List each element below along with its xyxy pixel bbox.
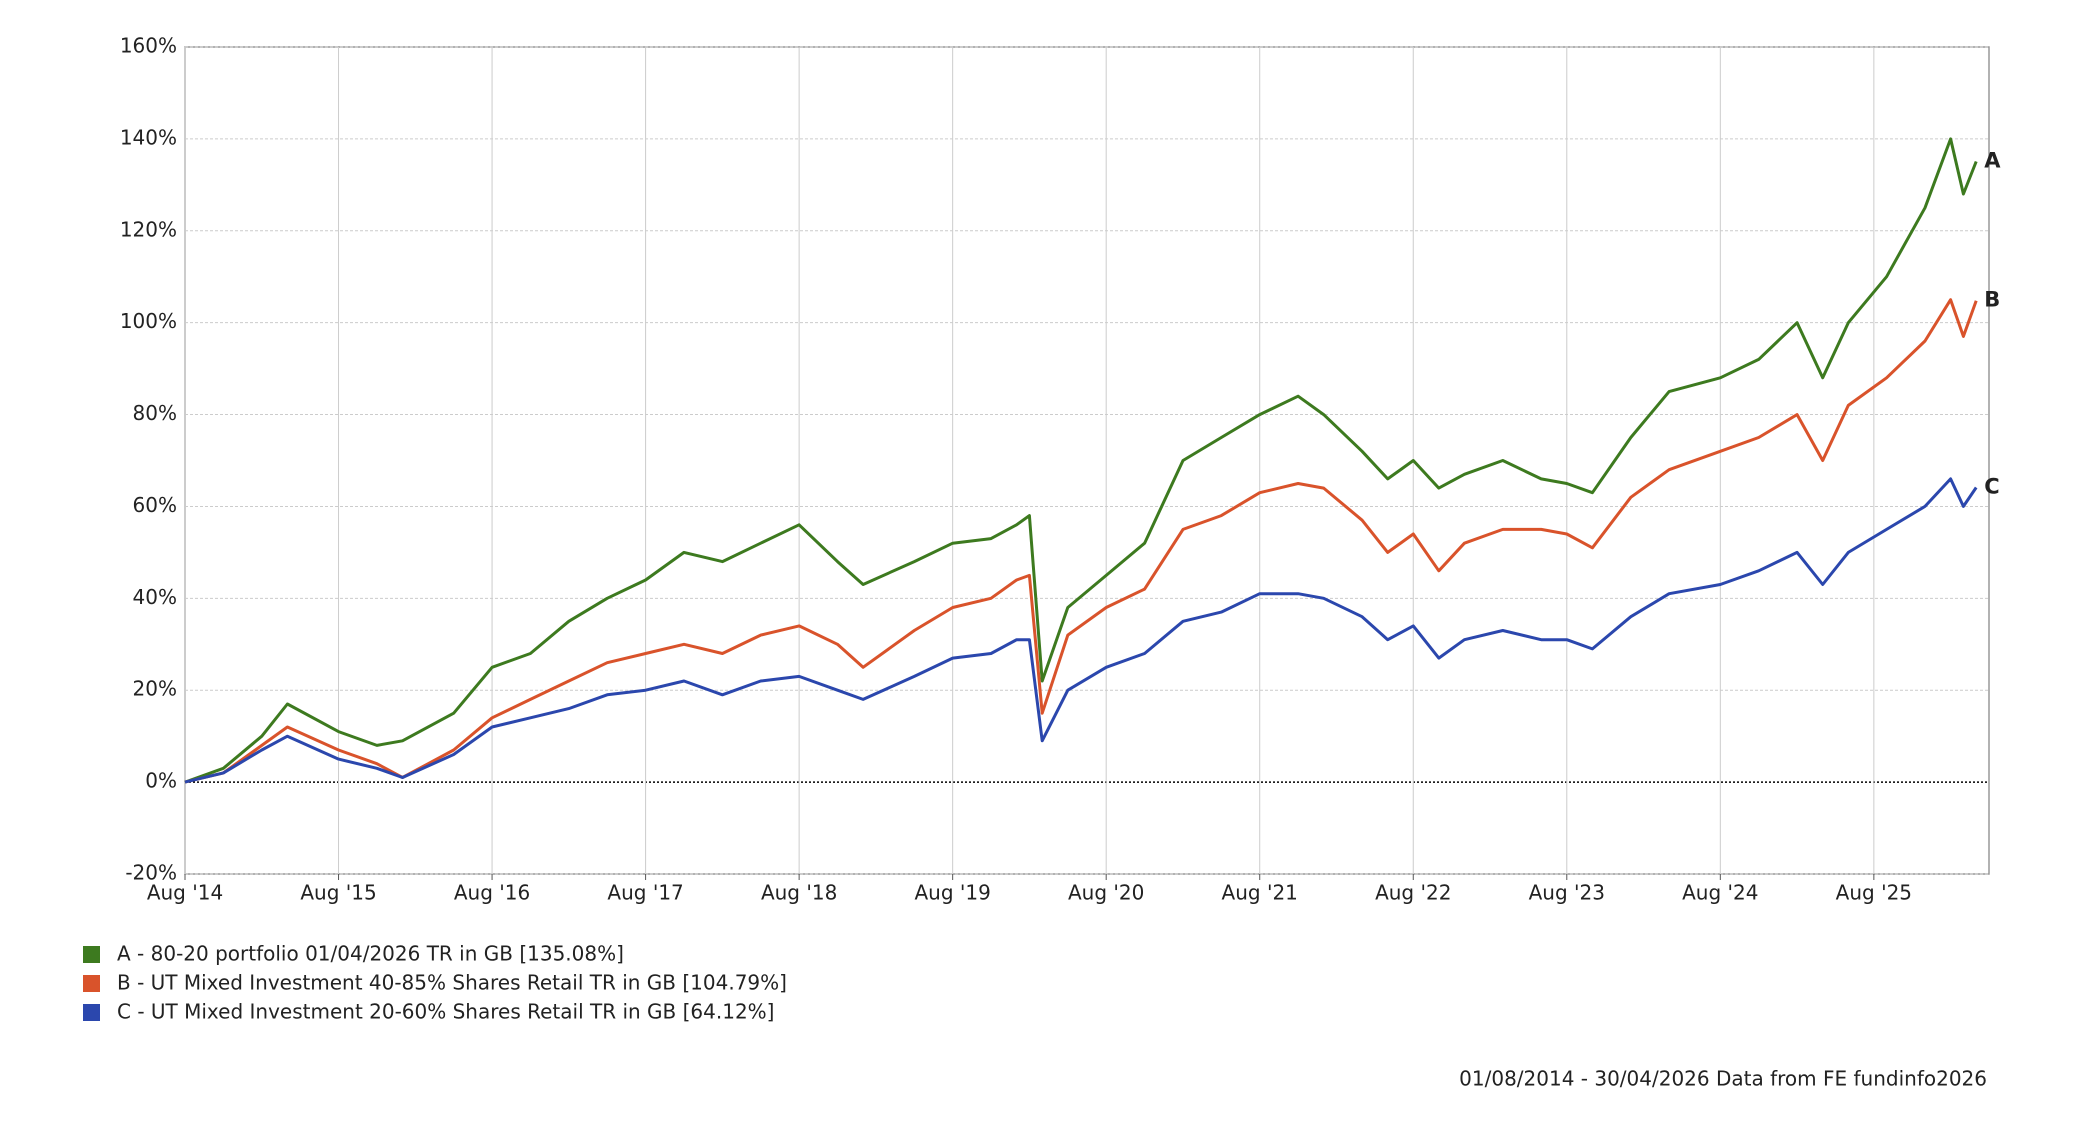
end-label: C: [1984, 475, 1999, 499]
legend-swatch: [83, 946, 100, 963]
legend-label: C - UT Mixed Investment 20-60% Shares Re…: [117, 1000, 774, 1024]
y-tick-label: 120%: [120, 217, 177, 241]
series-line: [184, 137, 1978, 784]
legend-label: A - 80-20 portfolio 01/04/2026 TR in GB …: [117, 942, 624, 966]
series-line: [184, 477, 1978, 784]
legend-swatch: [83, 975, 100, 992]
y-tick-label: 20%: [133, 677, 177, 701]
x-tick-label: Aug '19: [914, 881, 990, 905]
x-tick-label: Aug '25: [1836, 881, 1912, 905]
x-tick-label: Aug '17: [607, 881, 683, 905]
y-tick-label: -20%: [125, 861, 177, 885]
x-tick-label: Aug '14: [147, 881, 223, 905]
plot-area: [184, 46, 1990, 875]
series-line: [184, 298, 1978, 784]
end-label: B: [1984, 288, 2000, 312]
x-tick-label: Aug '16: [454, 881, 530, 905]
y-tick-label: 80%: [133, 401, 177, 425]
x-tick-label: Aug '18: [761, 881, 837, 905]
y-tick-label: 60%: [133, 493, 177, 517]
x-tick-label: Aug '24: [1682, 881, 1758, 905]
legend-swatch: [83, 1004, 100, 1021]
legend-label: B - UT Mixed Investment 40-85% Shares Re…: [117, 971, 787, 995]
x-tick-label: Aug '21: [1222, 881, 1298, 905]
y-tick-label: 40%: [133, 585, 177, 609]
footnote: 01/08/2014 - 30/04/2026 Data from FE fun…: [1459, 1067, 1987, 1091]
y-tick-label: 140%: [120, 125, 177, 149]
y-tick-label: 100%: [120, 309, 177, 333]
x-tick-label: Aug '22: [1375, 881, 1451, 905]
x-tick-label: Aug '20: [1068, 881, 1144, 905]
end-label: A: [1984, 148, 2001, 172]
y-tick-label: 160%: [120, 34, 177, 58]
x-tick-label: Aug '15: [300, 881, 376, 905]
y-tick-label: 0%: [145, 769, 177, 793]
x-tick-label: Aug '23: [1529, 881, 1605, 905]
